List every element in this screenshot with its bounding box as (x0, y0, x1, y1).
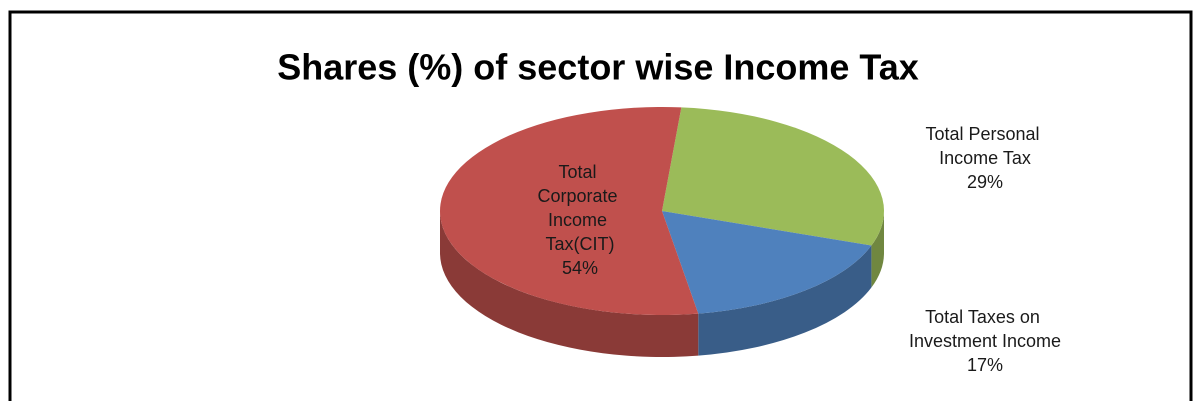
chart-title: Shares (%) of sector wise Income Tax (277, 47, 919, 88)
slice-value-label: 17% (967, 355, 1003, 375)
slice-side (698, 245, 872, 356)
slice (440, 107, 699, 315)
slice-label: Total Corporate Income Tax(CIT) (537, 162, 622, 254)
slice-label: Total Taxes on Investment Income (909, 307, 1061, 351)
slice-side (871, 211, 884, 288)
frame (8, 10, 1193, 401)
slice (662, 107, 885, 246)
slice-value-label: 29% (967, 172, 1003, 192)
slice (662, 211, 872, 314)
slice-label: Total Personal Income Tax (925, 124, 1044, 168)
slice-value-label: 54% (562, 258, 598, 278)
slice-side (440, 211, 699, 357)
